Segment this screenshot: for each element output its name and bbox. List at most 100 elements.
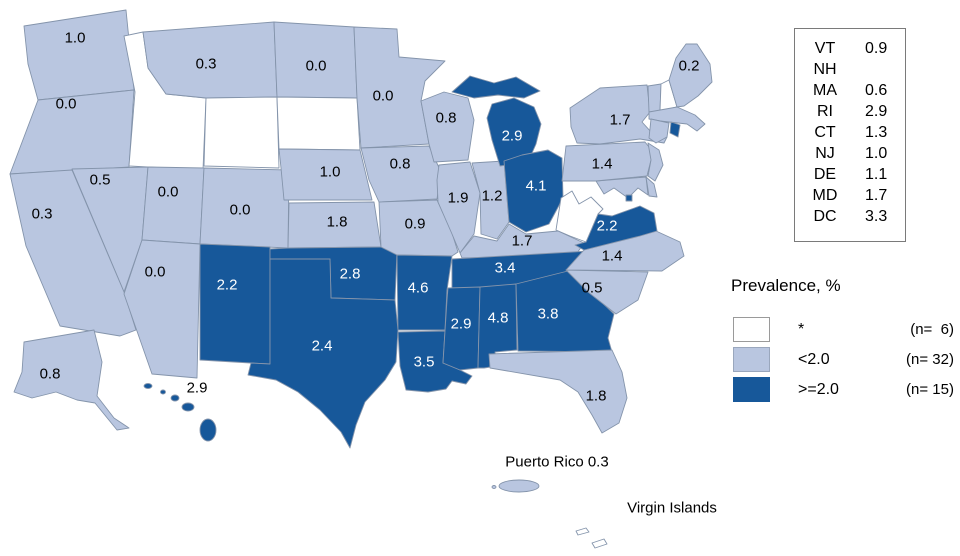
legend-row-low: <2.0 (n= 32)	[733, 347, 954, 372]
state-value: 0.6	[865, 82, 888, 99]
state-ca	[9, 169, 137, 337]
label-or: 0.0	[56, 96, 77, 113]
vi-island	[575, 527, 590, 536]
legend-label: >=2.0	[798, 380, 839, 398]
label-ny: 1.7	[610, 112, 631, 129]
state-nj	[647, 142, 664, 182]
state-ne	[278, 148, 373, 201]
vi-island	[591, 538, 608, 549]
inset-row: NH	[795, 59, 905, 80]
state-ut	[141, 166, 205, 245]
hi-island	[181, 402, 195, 412]
state-abbr: VT	[814, 40, 836, 57]
legend-row-high: >=2.0 (n= 15)	[733, 377, 954, 402]
state-value: 2.9	[865, 103, 888, 120]
state-value: 1.7	[865, 187, 888, 204]
legend-label: <2.0	[798, 350, 830, 368]
label-sc: 0.5	[582, 280, 603, 297]
state-abbr: NH	[813, 61, 837, 78]
state-nm	[199, 243, 271, 365]
state-fl	[488, 349, 628, 434]
legend-count: (n= 15)	[906, 381, 954, 398]
low-swatch	[733, 347, 770, 372]
inset-row: VT 0.9	[795, 38, 905, 59]
label-pa: 1.4	[592, 156, 613, 173]
label-il: 1.9	[448, 190, 469, 207]
legend-label: *	[798, 320, 805, 338]
state-ri	[669, 121, 681, 138]
state-wv	[555, 190, 604, 243]
legend-row-no-data: * (n= 6)	[733, 317, 954, 342]
inset-row: MA 0.6	[795, 80, 905, 101]
label-ut: 0.0	[158, 184, 179, 201]
inset-row: CT 1.3	[795, 122, 905, 143]
state-ct	[648, 118, 670, 144]
hi-island	[170, 394, 180, 402]
label-ky: 1.7	[512, 233, 533, 250]
label-tx: 2.4	[312, 338, 333, 355]
territory-vi	[575, 527, 608, 549]
state-va	[574, 205, 658, 251]
label-wa: 1.0	[65, 30, 86, 47]
state-pa	[561, 141, 654, 182]
state-tx	[247, 258, 399, 449]
label-oh: 4.1	[526, 178, 547, 195]
state-value: 1.1	[865, 166, 888, 183]
pr-island	[498, 479, 540, 493]
state-me	[668, 43, 713, 108]
state-sd	[276, 96, 361, 151]
pr-islet	[491, 485, 497, 489]
label-ne: 1.0	[320, 164, 341, 181]
state-dc	[625, 194, 633, 202]
state-value: 0.9	[865, 40, 888, 57]
label-al: 4.8	[488, 310, 509, 327]
label-nc: 1.4	[602, 248, 623, 265]
label-nm: 2.2	[217, 277, 238, 294]
hi-island	[143, 383, 153, 389]
state-sc	[565, 269, 649, 315]
label-ak: 0.8	[40, 366, 61, 383]
inset-row: RI 2.9	[795, 101, 905, 122]
state-abbr: DE	[813, 166, 837, 183]
hi-island	[199, 418, 217, 442]
label-mn: 0.0	[373, 88, 394, 105]
label-mi: 2.9	[502, 128, 523, 145]
label-ia: 0.8	[390, 156, 411, 173]
state-ia	[360, 145, 442, 203]
territory-pr	[491, 479, 540, 493]
state-vt	[647, 83, 662, 113]
state-abbr: CT	[814, 124, 836, 141]
inset-row: DC 3.3	[795, 206, 905, 227]
label-mo: 0.9	[405, 216, 426, 233]
label-co: 0.0	[230, 202, 251, 219]
label-virgin-islands: Virgin Islands	[627, 500, 717, 517]
state-mi-upper-peninsula	[451, 75, 541, 99]
hi-island	[160, 389, 166, 395]
label-la: 3.5	[414, 354, 435, 371]
state-abbr: RI	[817, 103, 833, 120]
label-ga: 3.8	[538, 306, 559, 323]
label-ca: 0.3	[32, 206, 53, 223]
high-swatch	[733, 377, 770, 402]
label-ks: 1.8	[327, 214, 348, 231]
northeast-values-box: VT 0.9 NH MA 0.6 RI 2.9 CT 1.3 NJ 1.0 DE 1.1 M…	[794, 28, 906, 242]
state-abbr: MD	[812, 187, 838, 204]
state-hi	[143, 383, 217, 442]
label-tn: 3.4	[495, 260, 516, 277]
state-abbr: DC	[813, 208, 837, 225]
label-wi: 0.8	[436, 110, 457, 127]
state-value: 1.0	[865, 145, 888, 162]
state-value-labels: 1.0 0.0 0.3 0.5 0.0 0.0 0.3 0.0 1.0 0.0 …	[32, 30, 717, 517]
label-in: 1.2	[482, 188, 503, 205]
label-me: 0.2	[679, 58, 700, 75]
state-value: 3.3	[865, 208, 888, 225]
state-de	[645, 176, 658, 198]
state-abbr: NJ	[815, 145, 835, 162]
legend-title: Prevalence, %	[731, 276, 841, 295]
state-abbr: MA	[813, 82, 837, 99]
legend-count: (n= 32)	[906, 351, 954, 368]
state-ak	[13, 329, 130, 431]
state-mn	[353, 26, 446, 149]
label-ok: 2.8	[340, 266, 361, 283]
